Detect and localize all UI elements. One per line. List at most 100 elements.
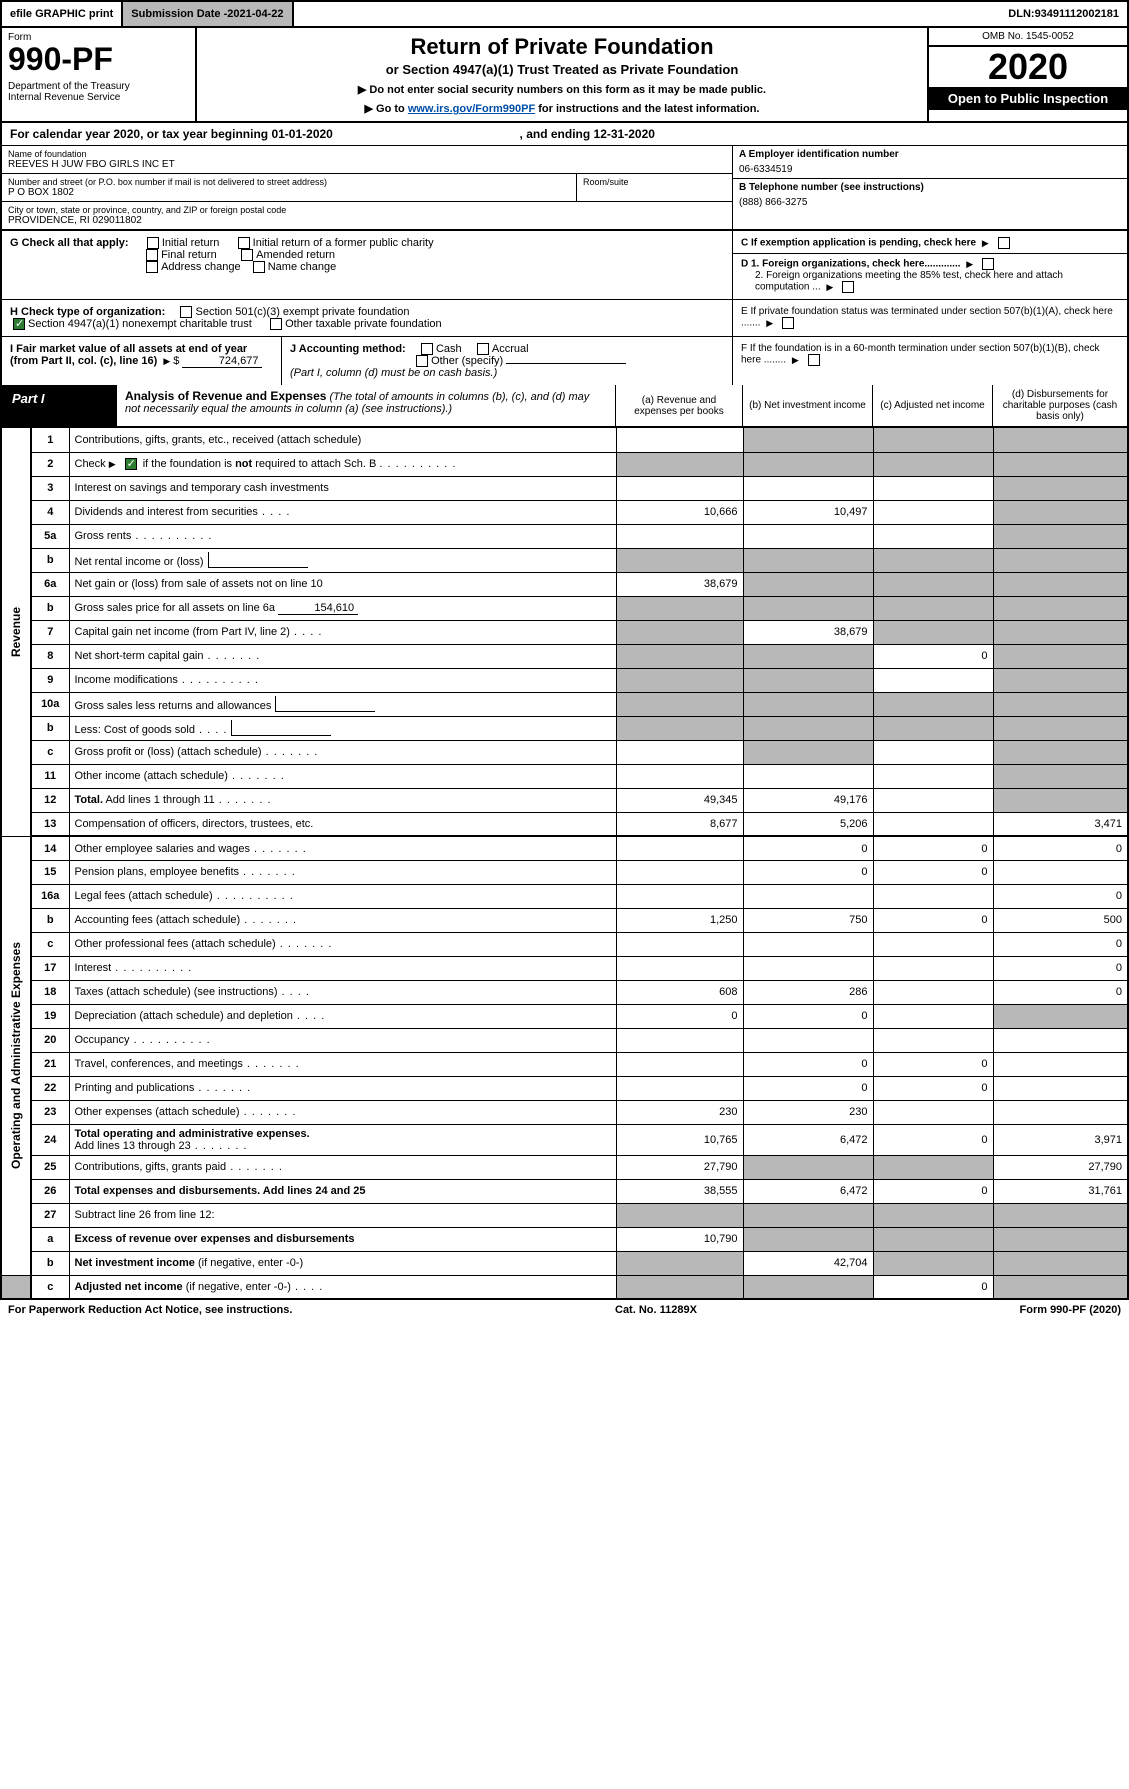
cell	[873, 788, 993, 812]
address-row: Number and street (or P.O. box number if…	[2, 174, 732, 202]
col-d-header: (d) Disbursements for charitable purpose…	[992, 385, 1127, 426]
cb-4947a1[interactable]	[13, 318, 25, 330]
cb-other-taxable[interactable]	[270, 318, 282, 330]
cell-grey	[993, 788, 1128, 812]
cell-grey	[993, 572, 1128, 596]
cb-terminated[interactable]	[782, 317, 794, 329]
l18-desc: Taxes (attach schedule) (see instruction…	[69, 980, 616, 1004]
d1-label: D 1. Foreign organizations, check here..…	[741, 259, 961, 270]
dots	[228, 770, 285, 782]
cell-grey	[743, 596, 873, 620]
dln-value: 93491112002181	[1035, 8, 1119, 20]
l17-text: Interest	[75, 962, 112, 974]
l19-b: 0	[743, 1004, 873, 1028]
cell-grey	[873, 1251, 993, 1275]
cb-85pct-test[interactable]	[842, 281, 854, 293]
cell-grey	[993, 548, 1128, 572]
ln: 26	[31, 1179, 69, 1203]
l24-d: 3,971	[993, 1124, 1128, 1155]
footer-cat: Cat. No. 11289X	[615, 1304, 697, 1316]
d2-row: 2. Foreign organizations meeting the 85%…	[741, 270, 1119, 293]
g-o6: Name change	[268, 261, 337, 273]
l23-b: 230	[743, 1100, 873, 1124]
cb-other-method[interactable]	[416, 355, 428, 367]
ln: 17	[31, 956, 69, 980]
dots	[258, 506, 290, 518]
cell-grey	[743, 692, 873, 716]
row-10b: bLess: Cost of goods sold	[1, 716, 1128, 740]
footer-right: Form 990-PF (2020)	[1020, 1304, 1122, 1316]
dept-line1: Department of the Treasury	[8, 81, 189, 92]
cb-address-change[interactable]	[146, 261, 158, 273]
form-header: Form 990-PF Department of the Treasury I…	[0, 28, 1129, 123]
foundation-name: REEVES H JUW FBO GIRLS INC ET	[8, 159, 726, 170]
ln: a	[31, 1227, 69, 1251]
l11-desc: Other income (attach schedule)	[69, 764, 616, 788]
dots	[215, 794, 272, 806]
ssn-note: ▶ Do not enter social security numbers o…	[207, 83, 917, 96]
calendar-year-line: For calendar year 2020, or tax year begi…	[0, 123, 1129, 146]
cell-grey	[616, 692, 743, 716]
cb-initial-return[interactable]	[147, 237, 159, 249]
cb-amended[interactable]	[241, 249, 253, 261]
row-23: 23Other expenses (attach schedule)230230	[1, 1100, 1128, 1124]
l6b-desc: Gross sales price for all assets on line…	[69, 596, 616, 620]
l10a-desc: Gross sales less returns and allowances	[69, 692, 616, 716]
row-25: 25Contributions, gifts, grants paid27,79…	[1, 1155, 1128, 1179]
cb-60month[interactable]	[808, 354, 820, 366]
cb-final-return[interactable]	[146, 249, 158, 261]
l16a-desc: Legal fees (attach schedule)	[69, 884, 616, 908]
l24-text: Total operating and administrative expen…	[75, 1128, 310, 1140]
ln: b	[31, 548, 69, 572]
cb-foreign-org[interactable]	[982, 258, 994, 270]
l2a: Check	[75, 458, 106, 470]
g-o5: Address change	[161, 261, 241, 273]
l26-desc: Total expenses and disbursements. Add li…	[69, 1179, 616, 1203]
l10c-desc: Gross profit or (loss) (attach schedule)	[69, 740, 616, 764]
dots	[204, 650, 261, 662]
inline-box	[275, 696, 375, 712]
cb-name-change[interactable]	[253, 261, 265, 273]
cell-grey	[873, 1155, 993, 1179]
l16c-desc: Other professional fees (attach schedule…	[69, 932, 616, 956]
cell	[616, 860, 743, 884]
cb-exemption-pending[interactable]	[998, 237, 1010, 249]
cb-cash[interactable]	[421, 343, 433, 355]
l1-desc: Contributions, gifts, grants, etc., rece…	[69, 428, 616, 452]
cb-501c3[interactable]	[180, 306, 192, 318]
cell-grey	[873, 620, 993, 644]
j-label: J Accounting method:	[290, 343, 406, 355]
cell-grey	[743, 572, 873, 596]
cell	[993, 1100, 1128, 1124]
l4-text: Dividends and interest from securities	[75, 506, 258, 518]
row-10a: 10aGross sales less returns and allowanc…	[1, 692, 1128, 716]
box-h: H Check type of organization: Section 50…	[2, 300, 732, 336]
l16a-text: Legal fees (attach schedule)	[75, 890, 213, 902]
cell	[873, 1028, 993, 1052]
e-label: E If private foundation status was termi…	[741, 306, 1113, 329]
irs-link[interactable]: www.irs.gov/Form990PF	[408, 103, 535, 115]
cell	[993, 1052, 1128, 1076]
l10b-desc: Less: Cost of goods sold	[69, 716, 616, 740]
cb-accrual[interactable]	[477, 343, 489, 355]
row-7: 7Capital gain net income (from Part IV, …	[1, 620, 1128, 644]
dots	[379, 458, 456, 470]
cell	[873, 740, 993, 764]
dots	[293, 1010, 325, 1022]
cell-grey	[743, 644, 873, 668]
inline-box	[231, 720, 331, 736]
box-j: J Accounting method: Cash Accrual Other …	[282, 337, 732, 385]
row-14: Operating and Administrative Expenses 14…	[1, 836, 1128, 860]
ln: 7	[31, 620, 69, 644]
row-27c: cAdjusted net income (if negative, enter…	[1, 1275, 1128, 1299]
arrow-icon	[982, 238, 989, 249]
subdate-value: 2021-04-22	[227, 8, 283, 20]
ln: 25	[31, 1155, 69, 1179]
street-address: P O BOX 1802	[8, 187, 570, 198]
box-c-d: C If exemption application is pending, c…	[732, 231, 1127, 299]
cell-grey	[993, 1227, 1128, 1251]
cb-schb-not-required[interactable]	[125, 458, 137, 470]
cb-initial-former[interactable]	[238, 237, 250, 249]
col-b-header: (b) Net investment income	[742, 385, 872, 426]
ln: 14	[31, 836, 69, 860]
